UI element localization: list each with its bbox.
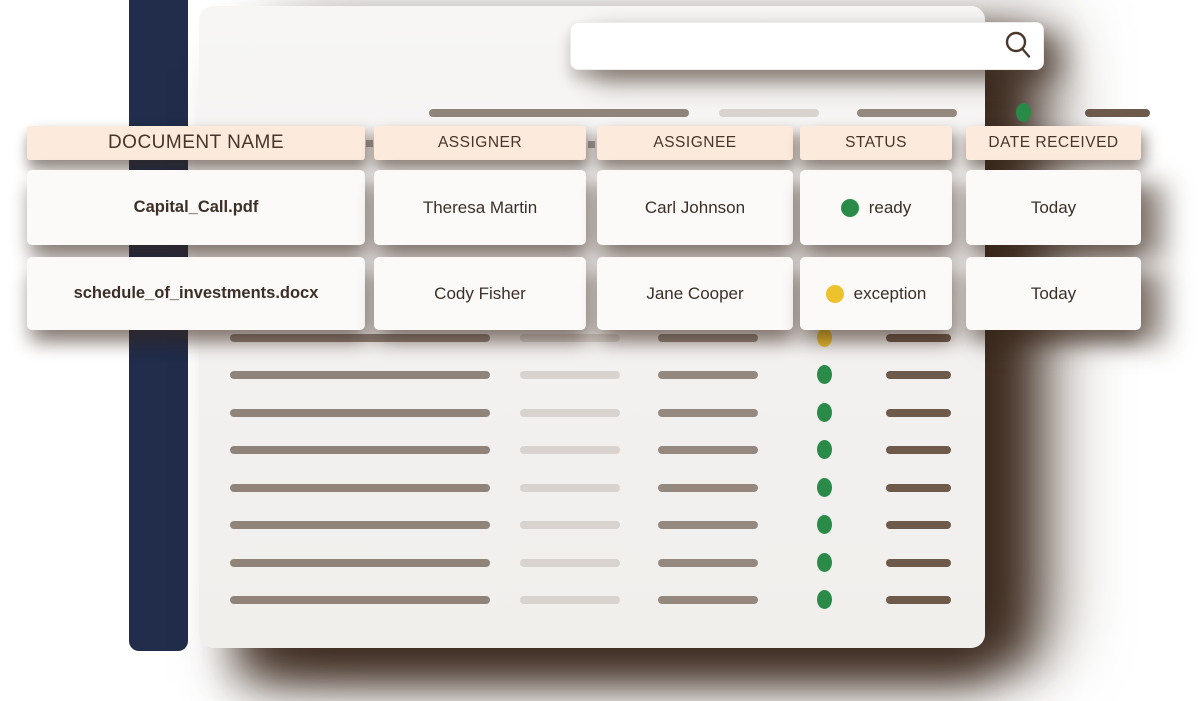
assigner-text: Theresa Martin (422, 197, 538, 217)
status-dot (817, 590, 832, 609)
cell-status[interactable]: exception (800, 257, 952, 330)
column-header-date-received[interactable]: DATE RECEIVED (966, 126, 1141, 160)
status-dot (817, 478, 832, 497)
status-label: ready (868, 197, 912, 217)
status-dot (840, 198, 859, 217)
skeleton-bar (520, 409, 620, 417)
search-icon[interactable] (1001, 29, 1035, 63)
document-name-text: Capital_Call.pdf (133, 198, 259, 216)
skeleton-row (0, 590, 1200, 609)
column-header-document-name[interactable]: DOCUMENT NAME (27, 126, 365, 160)
cell-document-name[interactable]: Capital_Call.pdf (27, 170, 365, 245)
status-dot (817, 365, 832, 384)
skeleton-row (0, 478, 1200, 497)
cell-date-received[interactable]: Today (966, 257, 1141, 330)
assigner-text: Cody Fisher (434, 283, 526, 303)
skeleton-bar (886, 521, 951, 529)
status-dot (1016, 103, 1031, 122)
skeleton-bar (886, 409, 951, 417)
document-name-text: schedule_of_investments.docx (73, 284, 319, 302)
skeleton-bar (230, 521, 490, 529)
column-divider (366, 140, 373, 147)
skeleton-row (0, 440, 1200, 459)
skeleton-bar (658, 596, 758, 604)
search-input[interactable] (571, 23, 1001, 69)
skeleton-bar (658, 521, 758, 529)
column-header-status[interactable]: STATUS (800, 126, 952, 160)
cell-assignee[interactable]: Carl Johnson (597, 170, 793, 245)
skeleton-bar (230, 596, 490, 604)
skeleton-bar (230, 371, 490, 379)
skeleton-bar (230, 484, 490, 492)
cell-assignee[interactable]: Jane Cooper (597, 257, 793, 330)
skeleton-bar (520, 334, 620, 342)
date-received-text: Today (1030, 283, 1077, 303)
skeleton-bar (658, 559, 758, 567)
skeleton-row (0, 365, 1200, 384)
column-header-label: DATE RECEIVED (988, 134, 1119, 151)
date-received-text: Today (1030, 197, 1077, 217)
skeleton-bar (719, 109, 819, 117)
status-dot (817, 440, 832, 459)
skeleton-bar (520, 559, 620, 567)
skeleton-bar (520, 484, 620, 492)
skeleton-bar (658, 371, 758, 379)
cell-assigner[interactable]: Theresa Martin (374, 170, 586, 245)
cell-status[interactable]: ready (800, 170, 952, 245)
skeleton-bar (886, 371, 951, 379)
skeleton-bar (658, 446, 758, 454)
column-header-label: DOCUMENT NAME (107, 132, 285, 153)
skeleton-row (0, 515, 1200, 534)
skeleton-row (199, 103, 1200, 122)
skeleton-bar (1085, 109, 1150, 117)
skeleton-row (0, 328, 1200, 347)
skeleton-bar (658, 409, 758, 417)
cell-assigner[interactable]: Cody Fisher (374, 257, 586, 330)
skeleton-bar (520, 596, 620, 604)
skeleton-bar (230, 409, 490, 417)
cell-date-received[interactable]: Today (966, 170, 1141, 245)
column-divider (588, 141, 595, 148)
skeleton-bar (886, 334, 951, 342)
status-dot (817, 515, 832, 534)
column-header-assigner[interactable]: ASSIGNER (374, 126, 586, 160)
column-header-label: ASSIGNEE (653, 134, 737, 151)
skeleton-bar (230, 446, 490, 454)
status-dot (825, 284, 844, 303)
status-dot (817, 553, 832, 572)
skeleton-bar (230, 559, 490, 567)
cell-document-name[interactable]: schedule_of_investments.docx (27, 257, 365, 330)
search-bar (570, 22, 1044, 70)
skeleton-bar (429, 109, 689, 117)
column-header-label: STATUS (845, 134, 907, 151)
assignee-text: Jane Cooper (646, 283, 744, 303)
skeleton-bar (520, 371, 620, 379)
skeleton-row (0, 403, 1200, 422)
skeleton-bar (658, 334, 758, 342)
skeleton-bar (886, 596, 951, 604)
skeleton-bar (520, 446, 620, 454)
skeleton-bar (886, 559, 951, 567)
skeleton-bar (658, 484, 758, 492)
status-label: exception (853, 283, 927, 303)
skeleton-bar (886, 446, 951, 454)
status-dot (817, 403, 832, 422)
skeleton-bar (230, 334, 490, 342)
skeleton-bar (520, 521, 620, 529)
assignee-text: Carl Johnson (644, 197, 746, 217)
status-dot (817, 328, 832, 347)
skeleton-row (0, 553, 1200, 572)
skeleton-bar (857, 109, 957, 117)
skeleton-bar (886, 484, 951, 492)
column-header-label: ASSIGNER (437, 134, 523, 151)
column-header-assignee[interactable]: ASSIGNEE (597, 126, 793, 160)
